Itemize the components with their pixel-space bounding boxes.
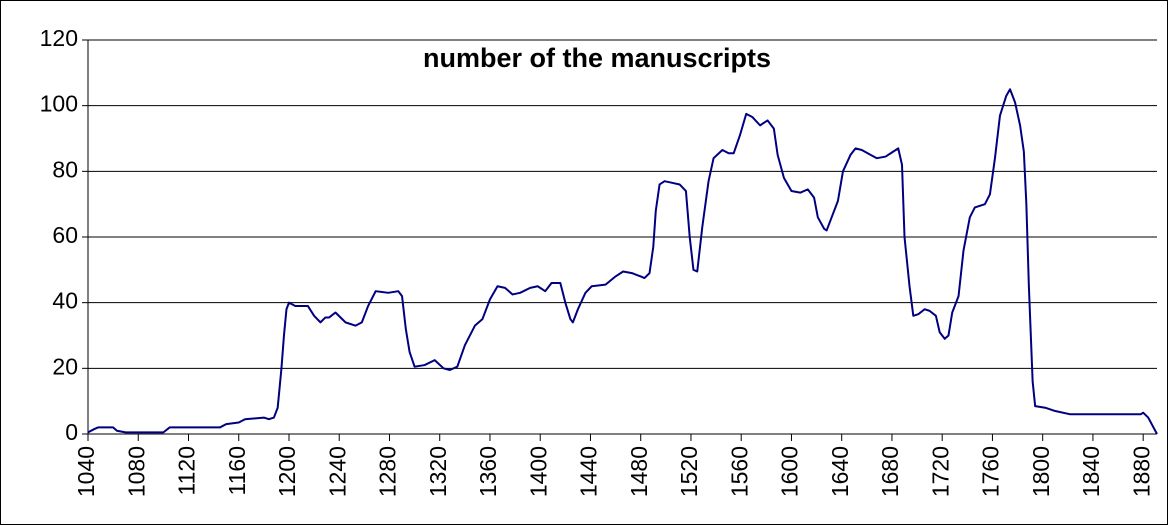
x-tick-label: 1840 bbox=[1078, 446, 1104, 497]
x-tick-label: 1240 bbox=[324, 446, 350, 497]
x-tick-label: 1640 bbox=[827, 446, 853, 497]
y-tick-label: 60 bbox=[52, 222, 78, 248]
x-tick-label: 1440 bbox=[576, 446, 602, 497]
x-tick-label: 1480 bbox=[626, 446, 652, 497]
x-tick-label: 1400 bbox=[525, 446, 551, 497]
x-tick-label: 1680 bbox=[877, 446, 903, 497]
x-tick-label: 1560 bbox=[726, 446, 752, 497]
x-tick-label: 1280 bbox=[375, 446, 401, 497]
chart-title: number of the manuscripts bbox=[423, 43, 771, 73]
x-tick-label: 1720 bbox=[927, 446, 953, 497]
x-tick-label: 1320 bbox=[425, 446, 451, 497]
x-tick-label: 1120 bbox=[174, 446, 200, 495]
x-tick-label: 1080 bbox=[123, 446, 149, 497]
y-tick-label: 40 bbox=[52, 288, 78, 314]
y-tick-label: 120 bbox=[40, 25, 78, 51]
data-line bbox=[87, 88, 1158, 435]
y-tick-label: 100 bbox=[40, 91, 78, 117]
x-tick-label: 1160 bbox=[224, 446, 250, 495]
x-tick-label: 1600 bbox=[777, 446, 803, 497]
x-tick-label: 1200 bbox=[274, 446, 300, 497]
x-tick-label: 1520 bbox=[676, 446, 702, 497]
y-tick-label: 0 bbox=[65, 419, 78, 445]
x-tick-label: 1360 bbox=[475, 446, 501, 497]
y-tick-label: 80 bbox=[52, 156, 78, 182]
y-tick-label: 20 bbox=[52, 353, 78, 379]
x-tick-label: 1800 bbox=[1028, 446, 1054, 497]
x-tick-label: 1040 bbox=[73, 446, 99, 497]
x-tick-label: 1880 bbox=[1128, 446, 1154, 497]
x-tick-label: 1760 bbox=[978, 446, 1004, 497]
